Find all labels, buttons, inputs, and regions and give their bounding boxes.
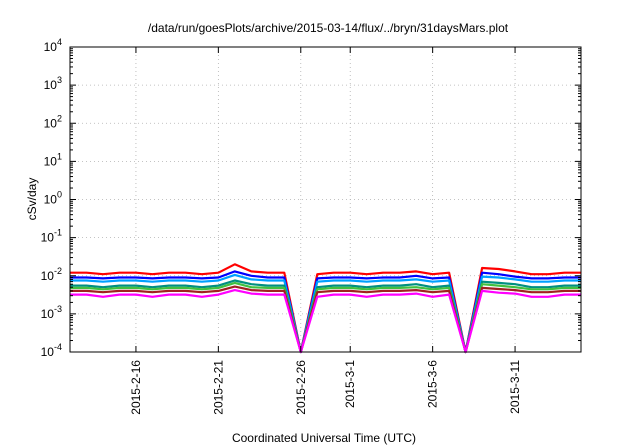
y-tick-label: 10-2	[41, 266, 62, 283]
series-line-4	[70, 279, 581, 354]
x-tick-label: 2015-2-26	[294, 360, 308, 415]
y-tick-label: 10-1	[41, 228, 62, 245]
series-line-5	[70, 281, 581, 354]
y-tick-label: 103	[44, 75, 62, 92]
series-line-2	[70, 270, 581, 354]
y-tick-label: 104	[44, 37, 62, 54]
x-axis-label: Coordinated Universal Time (UTC)	[232, 431, 416, 445]
grid	[70, 47, 581, 352]
series-line-3	[70, 273, 581, 354]
x-axis: 2015-2-16 2015-2-21 2015-2-26 2015-3-1 2015-…	[129, 47, 522, 415]
series-line-6	[70, 285, 581, 354]
y-axis: 10-4 10-3 10-2 10-1 100 101 102 103 104	[41, 37, 581, 359]
x-tick-label: 2015-2-16	[129, 360, 143, 415]
x-tick-label: 2015-3-11	[508, 360, 522, 414]
x-tick-label: 2015-3-1	[343, 360, 357, 408]
y-tick-label: 10-3	[41, 304, 62, 321]
y-tick-label: 100	[44, 190, 62, 207]
y-tick-label: 101	[44, 151, 62, 168]
x-tick-label: 2015-2-21	[211, 360, 225, 415]
series-line-7	[70, 289, 581, 354]
x-tick-label: 2015-3-6	[426, 360, 440, 408]
y-axis-label: cSv/day	[25, 178, 39, 221]
series-layer	[70, 263, 581, 354]
y-tick-label: 10-4	[41, 342, 62, 359]
series-line-1	[70, 263, 581, 354]
y-tick-label: 102	[44, 113, 62, 130]
chart-title: /data/run/goesPlots/archive/2015-03-14/f…	[148, 21, 509, 35]
